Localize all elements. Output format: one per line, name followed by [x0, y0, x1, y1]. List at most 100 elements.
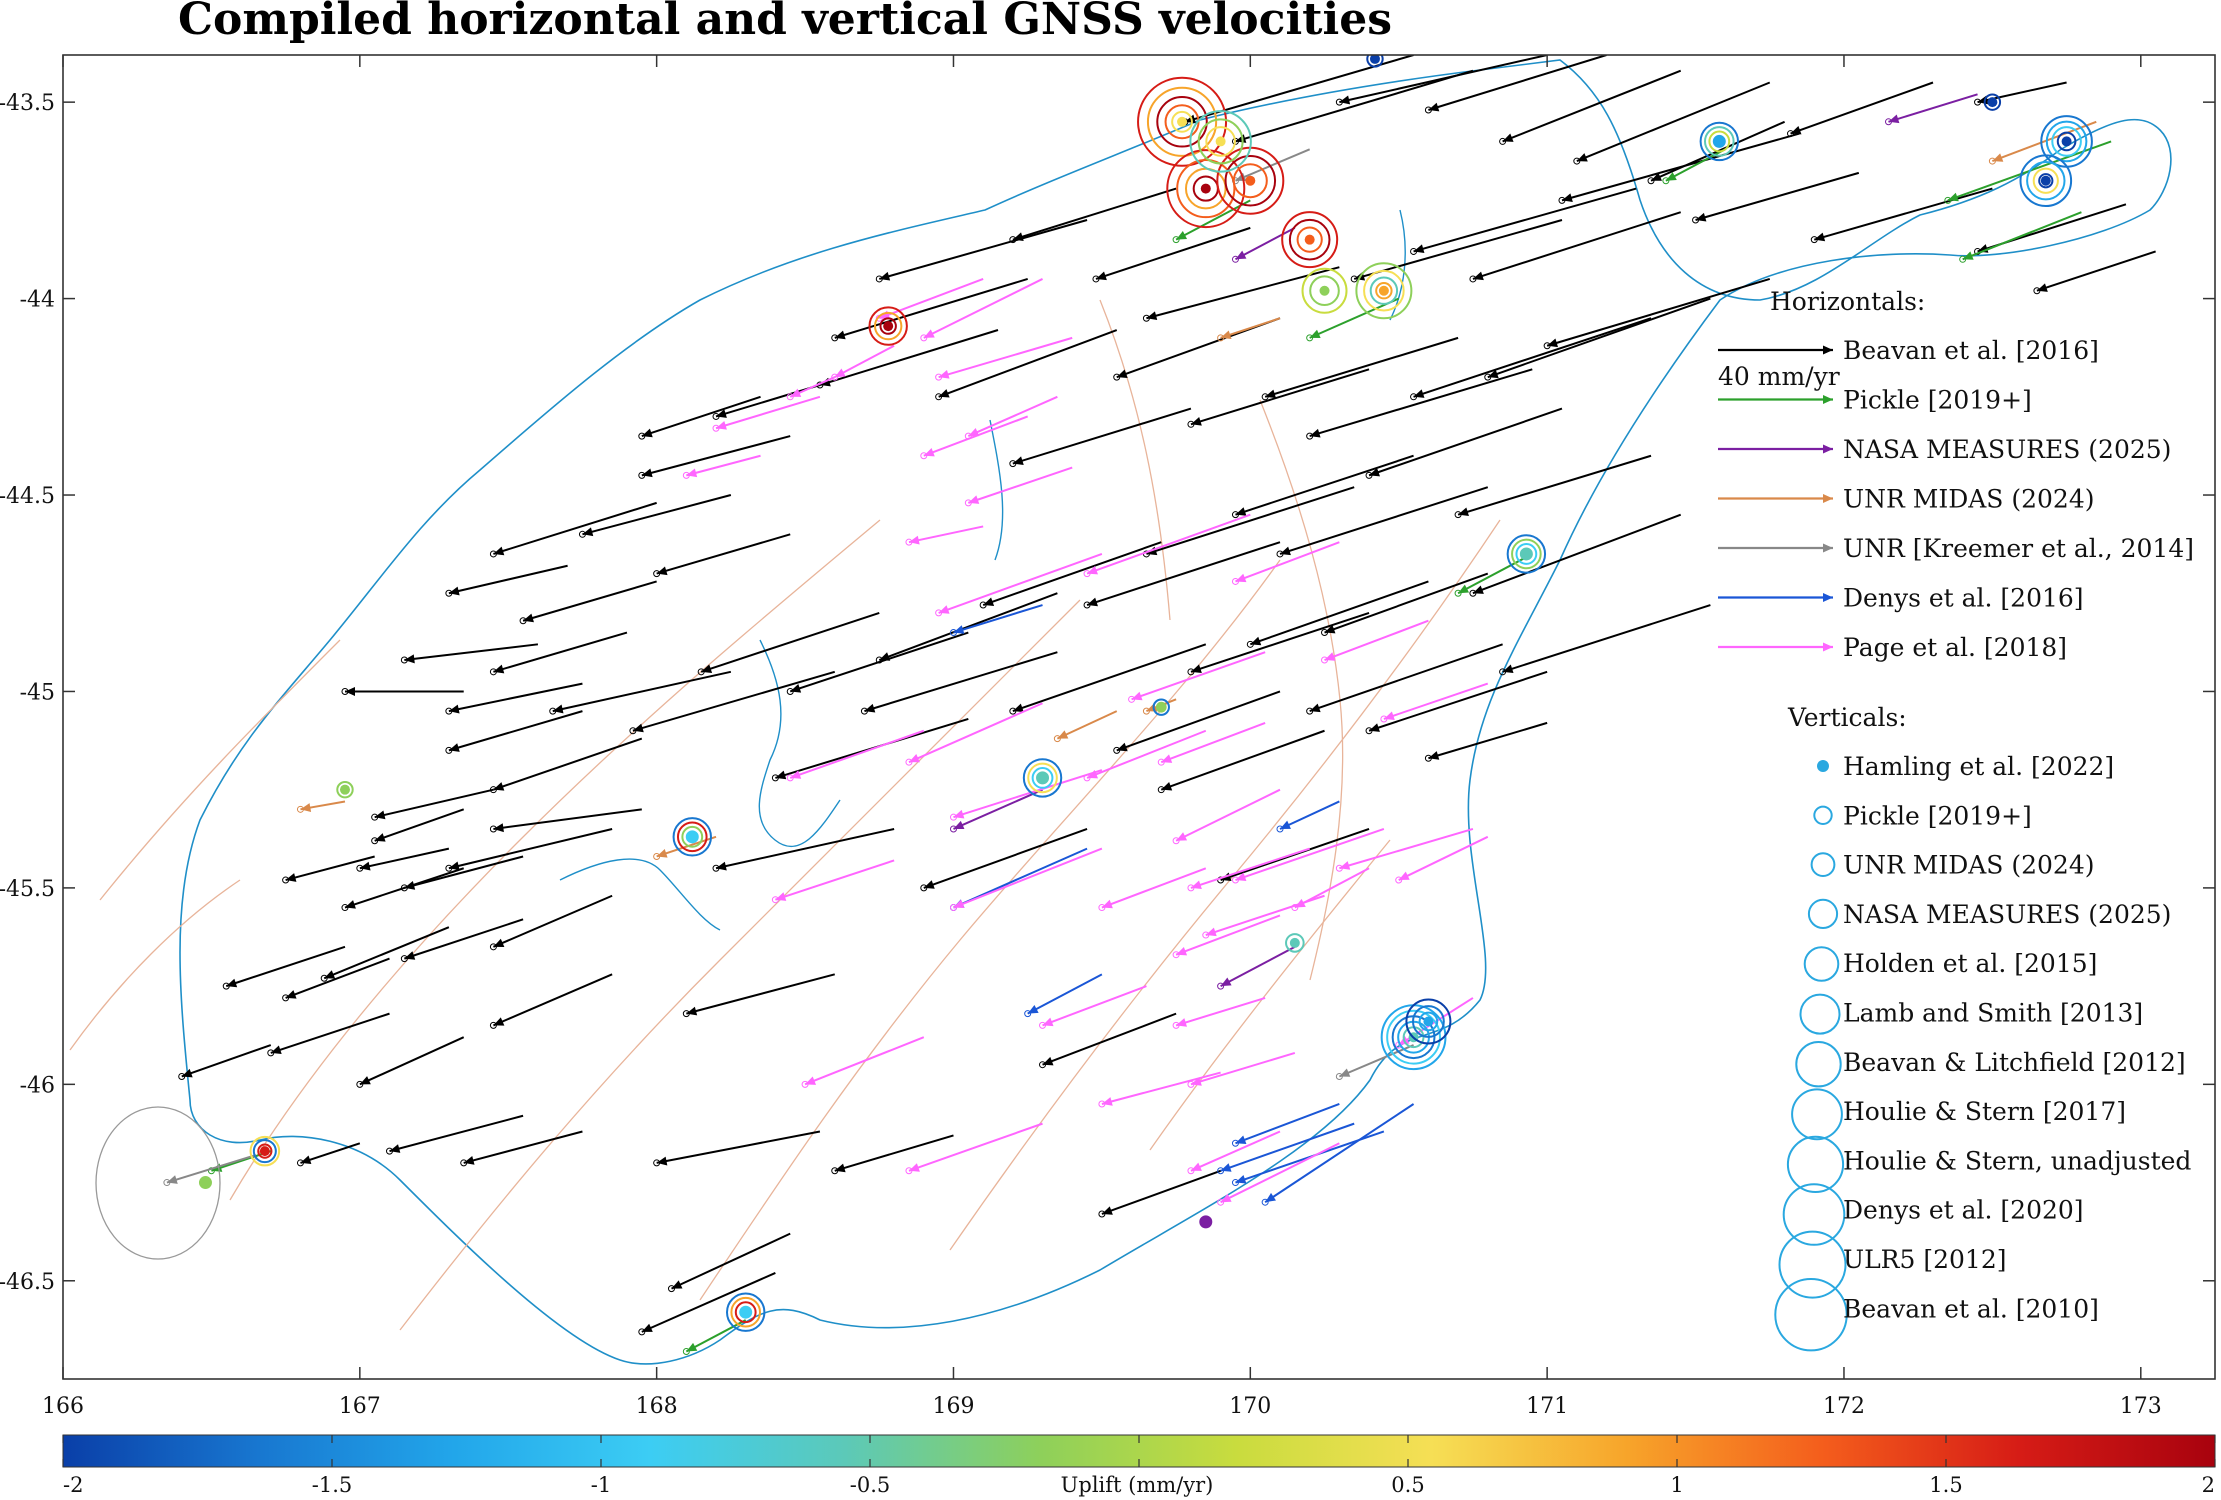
velocity-vector	[1335, 55, 1548, 106]
x-tick-label: 167	[339, 1394, 381, 1419]
velocity-vector	[489, 501, 657, 558]
velocity-vector	[831, 1134, 954, 1175]
vertical-velocity-site	[1405, 998, 1452, 1045]
velocity-vector	[1024, 973, 1103, 1018]
velocity-vector	[296, 1142, 361, 1167]
legend-open-circle	[1810, 852, 1836, 877]
legend-vertical-label: Houlie & Stern, unadjusted	[1843, 1146, 2191, 1175]
velocity-vector	[445, 682, 583, 715]
legend-open-circle	[1791, 1088, 1843, 1141]
velocity-vector	[638, 435, 791, 479]
velocity-vector	[1306, 643, 1503, 715]
velocity-vector	[1365, 407, 1563, 479]
velocity-vector	[1884, 93, 1978, 126]
legend-vertical-entry: UNR MIDAS (2024)	[1810, 851, 2095, 880]
velocity-vector	[1484, 297, 1711, 381]
velocity-vector	[1187, 847, 1310, 892]
velocity-vector	[1039, 1012, 1177, 1069]
velocity-vector	[445, 564, 568, 597]
velocity-vector	[489, 973, 613, 1029]
velocity-vector	[1395, 835, 1489, 884]
vertical-velocity-site	[1301, 267, 1348, 314]
x-tick-label: 166	[42, 1394, 84, 1419]
velocity-vector	[1172, 996, 1266, 1029]
y-tick-label: -45.5	[0, 877, 55, 902]
legend-scale-label: 40 mm/yr	[1718, 362, 1840, 391]
colorbar-tick-label: 2	[2202, 1473, 2215, 1497]
velocity-vector	[1291, 867, 1370, 912]
vertical-velocity-site	[1285, 933, 1305, 953]
velocity-vector	[964, 395, 1058, 440]
vertical-velocity-site	[1152, 698, 1170, 716]
legend-arrow	[1718, 543, 1833, 553]
legend-open-circle	[1813, 805, 1833, 825]
legend-arrow	[1718, 593, 1833, 602]
velocity-vector	[949, 788, 1043, 833]
velocity-vector	[386, 1114, 524, 1155]
vertical-velocity-site	[672, 817, 712, 857]
velocity-vector	[949, 769, 1103, 821]
velocity-vector	[549, 670, 732, 715]
legend-horizontals: Beavan et al. [2016] Pickle [2019+] NASA M…	[1718, 336, 2194, 662]
vertical-velocity-circles	[198, 55, 2093, 1332]
velocity-vector	[1454, 454, 1652, 519]
velocity-vector	[653, 1130, 821, 1167]
velocity-vector	[1321, 619, 1429, 664]
velocity-vector	[667, 1232, 791, 1293]
legend-horizontal-entry: Pickle [2019+]	[1718, 386, 2032, 415]
velocity-vector	[905, 1122, 1043, 1175]
velocity-vector	[1187, 1051, 1296, 1088]
x-tick-label: 170	[1229, 1394, 1271, 1419]
velocity-vector	[1187, 1130, 1281, 1175]
velocity-vector	[1692, 171, 1860, 224]
velocity-vector	[1231, 454, 1414, 519]
vertical-velocity-site	[336, 780, 354, 799]
vertical-velocity-site	[198, 1176, 212, 1190]
velocity-vector	[1217, 1122, 1355, 1175]
velocity-vector	[1261, 1103, 1415, 1206]
velocity-vector	[1558, 132, 1800, 204]
velocity-vector	[875, 278, 984, 322]
velocity-vector	[786, 631, 969, 695]
legend-horizontal-entry: Denys et al. [2016]	[1718, 584, 2084, 613]
velocity-vector	[1410, 317, 1652, 401]
velocity-vector	[682, 973, 836, 1018]
legend-arrow	[1718, 444, 1833, 454]
velocity-vector	[445, 827, 613, 872]
velocity-vector	[178, 1044, 272, 1080]
velocity-vector	[1810, 187, 1993, 244]
legend-arrow	[1718, 395, 1833, 404]
velocity-vector	[1424, 721, 1548, 762]
velocity-vector	[371, 808, 465, 845]
velocity-vector	[1098, 867, 1207, 912]
velocity-vector	[1276, 800, 1340, 833]
velocity-vector	[1306, 368, 1533, 440]
y-axis-ticks: -43.5 -44 -44.5 -45 -45.5 -46 -46.5	[0, 91, 2215, 1295]
velocity-vector	[1410, 187, 1637, 255]
colorbar-tick-label: 0.5	[1391, 1473, 1424, 1497]
velocity-vector	[1365, 670, 1548, 735]
velocity-vector	[1187, 611, 1370, 676]
velocity-vector	[786, 729, 925, 782]
velocity-vector	[1499, 69, 1682, 145]
velocity-vector	[979, 541, 1162, 609]
velocity-vector	[282, 957, 390, 1002]
map-axes-frame	[62, 54, 2216, 1380]
legend-open-circle	[1807, 898, 1839, 930]
colorbar-ticks: -2 -1.5 -1 -0.5 0.5 1 1.5 2	[62, 1435, 2216, 1497]
vertical-velocity-site	[1366, 55, 1384, 68]
velocity-vector	[1217, 828, 1370, 884]
vertical-velocity-site	[1355, 262, 1413, 320]
velocity-vector	[697, 611, 880, 676]
velocity-vector	[519, 580, 657, 625]
velocity-vector	[1543, 277, 1771, 350]
velocity-vector	[638, 1272, 776, 1336]
legend-vertical-entry: Holden et al. [2015]	[1803, 946, 2097, 982]
legend-horizontal-label: UNR [Kreemer et al., 2014]	[1843, 534, 2194, 563]
velocity-vector	[296, 800, 346, 813]
velocity-vector	[1172, 914, 1281, 959]
velocity-vector	[445, 710, 583, 754]
vertical-velocity-site	[1022, 758, 1063, 798]
legend-horizontal-entry: NASA MEASURES (2025)	[1718, 435, 2171, 464]
legend-vertical-entry: Hamling et al. [2022]	[1817, 752, 2114, 781]
